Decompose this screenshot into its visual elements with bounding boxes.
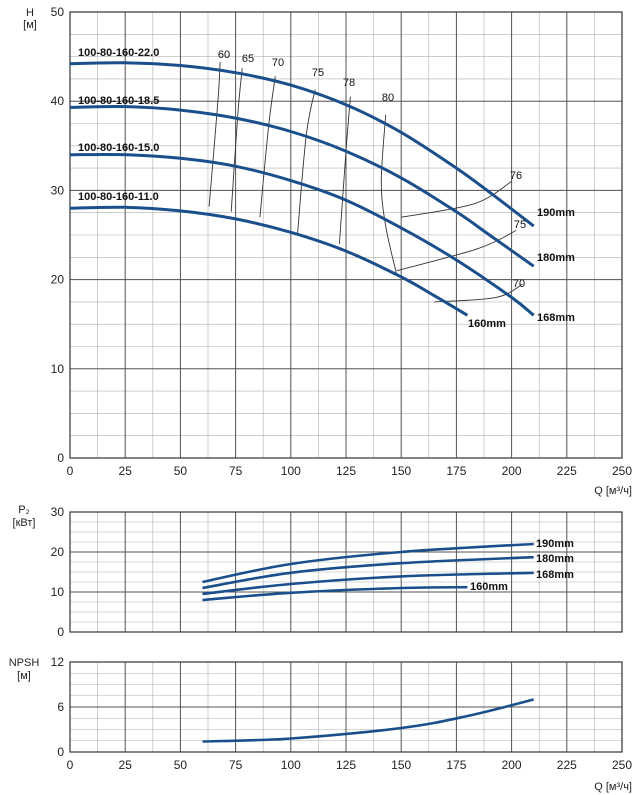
efficiency-line xyxy=(230,68,243,212)
x-tick-label: 225 xyxy=(557,758,577,772)
efficiency-label: 70 xyxy=(513,278,525,290)
x-tick-label: 250 xyxy=(612,464,632,478)
x-tick-label: 0 xyxy=(67,758,74,772)
y-tick-label: 10 xyxy=(51,585,65,599)
efficiency-line xyxy=(338,96,351,244)
efficiency-label: 60 xyxy=(218,49,230,61)
y-tick-label: 50 xyxy=(51,5,65,19)
efficiency-line xyxy=(296,89,316,236)
x-tick-label: 75 xyxy=(229,758,243,772)
power-curve xyxy=(202,555,534,590)
x-tick-label: 25 xyxy=(119,464,133,478)
diameter-label: 190mm xyxy=(537,207,575,219)
efficiency-line xyxy=(434,283,523,303)
head-curve xyxy=(69,104,535,268)
head-plot: 0 10 20 30 40 50 0 25 50 75 100 125 150 175 200 225 250 H… xyxy=(23,5,632,497)
y-tick-label: 0 xyxy=(57,745,64,759)
diameter-label: 180mm xyxy=(537,252,575,264)
power-plot: 0 10 20 30 P₂[кВт] 190mm 180mm 168mm 160mm xyxy=(13,504,623,639)
motor-label: 100-80-160-11.0 xyxy=(78,191,159,203)
y-axis-unit: [м] xyxy=(23,19,37,31)
y-axis-unit: [кВт] xyxy=(13,517,36,529)
y-tick-label: 30 xyxy=(51,505,65,519)
plot-frame xyxy=(69,11,623,459)
head-curve xyxy=(69,61,535,228)
y-tick-label: 6 xyxy=(57,700,64,714)
y-axis-unit: [м] xyxy=(17,670,31,682)
diameter-label: 160mm xyxy=(468,318,506,330)
x-tick-label: 250 xyxy=(612,758,632,772)
y-axis-title: H xyxy=(26,7,34,19)
x-tick-label: 25 xyxy=(119,758,133,772)
power-curve xyxy=(202,585,468,602)
y-tick-label: 10 xyxy=(51,362,65,376)
x-tick-label: 125 xyxy=(336,758,356,772)
power-curve xyxy=(202,542,534,584)
efficiency-label: 78 xyxy=(343,77,355,89)
efficiency-label: 75 xyxy=(514,219,526,231)
motor-label: 100-80-160-22.0 xyxy=(78,47,159,59)
efficiency-line xyxy=(401,181,512,218)
y-tick-label: 0 xyxy=(57,451,64,465)
y-tick-label: 20 xyxy=(51,273,65,287)
x-tick-label: 75 xyxy=(229,464,243,478)
efficiency-line xyxy=(396,230,517,272)
plot-frame xyxy=(69,511,623,633)
x-tick-label: 150 xyxy=(391,464,411,478)
x-tick-label: 100 xyxy=(281,758,301,772)
y-tick-label: 30 xyxy=(51,183,65,197)
power-curve-label: 190mm xyxy=(536,538,574,550)
efficiency-label: 75 xyxy=(312,67,324,79)
x-tick-label: 50 xyxy=(174,758,188,772)
head-curve xyxy=(69,152,535,317)
y-tick-label: 20 xyxy=(51,545,65,559)
x-tick-label: 225 xyxy=(557,464,577,478)
y-axis-title: NPSH xyxy=(9,657,40,669)
x-tick-label: 100 xyxy=(281,464,301,478)
efficiency-line xyxy=(259,76,276,218)
power-curve xyxy=(202,571,534,596)
power-curve-label: 168mm xyxy=(536,569,574,581)
y-axis-title: P₂ xyxy=(18,504,30,516)
efficiency-line xyxy=(380,114,398,276)
npsh-curve xyxy=(202,698,535,743)
y-tick-label: 12 xyxy=(51,655,65,669)
x-tick-label: 150 xyxy=(391,758,411,772)
head-curve xyxy=(69,205,469,317)
motor-label: 100-80-160-15.0 xyxy=(78,142,159,154)
x-tick-label: 50 xyxy=(174,464,188,478)
x-tick-label: 175 xyxy=(446,758,466,772)
plot-frame xyxy=(69,661,623,753)
x-axis-title: Q [м³/ч] xyxy=(594,781,632,793)
motor-label: 100-80-160-18.5 xyxy=(78,95,159,107)
y-tick-label: 40 xyxy=(51,94,65,108)
efficiency-label: 76 xyxy=(510,170,522,182)
efficiency-label: 80 xyxy=(382,92,394,104)
x-axis-title: Q [м³/ч] xyxy=(594,485,632,497)
y-tick-label: 0 xyxy=(57,625,64,639)
efficiency-label: 70 xyxy=(272,57,284,69)
x-tick-label: 175 xyxy=(446,464,466,478)
x-tick-label: 0 xyxy=(67,464,74,478)
x-tick-label: 200 xyxy=(502,758,522,772)
power-curve-label: 160mm xyxy=(470,581,508,593)
power-curve-label: 180mm xyxy=(536,553,574,565)
efficiency-label: 65 xyxy=(242,53,254,65)
x-tick-label: 200 xyxy=(502,464,522,478)
efficiency-line xyxy=(208,61,221,207)
diameter-label: 168mm xyxy=(537,312,575,324)
x-tick-label: 125 xyxy=(336,464,356,478)
npsh-plot: 0 6 12 0 25 50 75 100 125 150 175 200 225 250 NPSH[м] Q… xyxy=(9,655,633,793)
